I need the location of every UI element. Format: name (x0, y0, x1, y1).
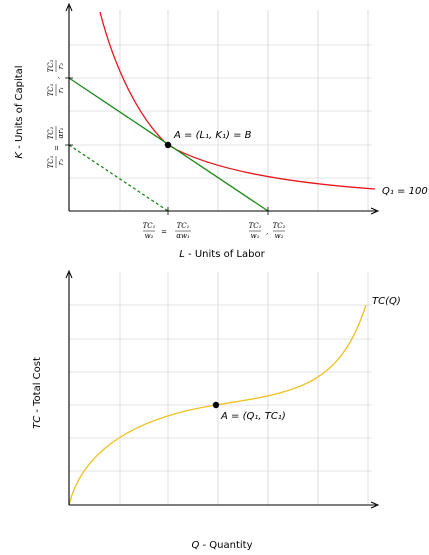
optimal-point (164, 141, 172, 149)
svg-text:TC₁: TC₁ (143, 222, 156, 230)
isoquant-label: Q₁ = 100 (382, 186, 428, 197)
bottom-y-arrow (65, 269, 73, 279)
svg-text:w₂: w₂ (275, 232, 284, 240)
bottom-chart: A = (Q₁, TC₁) TC(Q) Q - Quantity TC - To… (32, 269, 401, 551)
svg-text:=: = (161, 228, 167, 236)
svg-text:TC₂: TC₂ (47, 59, 55, 72)
isocost-line-dashed (68, 144, 169, 212)
y-tick-label-1: TC₁ r₁ , TC₂ r₂ (47, 59, 65, 96)
svg-text:TC₁: TC₁ (177, 222, 190, 230)
svg-text:TC₁: TC₁ (47, 126, 55, 139)
svg-text:r₂: r₂ (57, 63, 65, 69)
svg-text:αr₁: αr₁ (57, 127, 65, 138)
svg-text:TC₁: TC₁ (47, 155, 55, 168)
svg-text:TC₁: TC₁ (249, 222, 262, 230)
svg-text:TC₂: TC₂ (273, 222, 286, 230)
svg-text:TC₁: TC₁ (47, 83, 55, 96)
svg-text:r₂: r₂ (57, 159, 65, 165)
svg-text:w₁: w₁ (251, 232, 260, 240)
top-x-axis-label: L - Units of Labor (179, 249, 265, 260)
y-tick-label-2: TC₁ r₂ = TC₁ αr₁ (47, 126, 65, 168)
bottom-grid (69, 272, 372, 505)
top-chart: A = (L₁, K₁) = B Q₁ = 100 TC₁ w₂ = TC₁ α… (14, 2, 428, 260)
svg-text:r₁: r₁ (57, 87, 65, 93)
x-tick-label-1: TC₁ w₂ = TC₁ αw₁ (143, 222, 191, 240)
bottom-x-axis-label: Q - Quantity (191, 540, 252, 551)
top-y-axis-label: K - Units of Capital (14, 65, 25, 158)
optimal-point-label: A = (L₁, K₁) = B (173, 130, 252, 141)
top-y-arrow (65, 2, 73, 12)
isoquant-curve (99, 11, 376, 190)
svg-text:αw₁: αw₁ (176, 232, 190, 240)
bottom-x-arrow (370, 501, 380, 509)
svg-text:w₂: w₂ (145, 232, 154, 240)
svg-text:=: = (53, 145, 61, 151)
x-tick-label-2: TC₁ w₁ , TC₂ w₂ (249, 222, 286, 240)
total-cost-curve-label: TC(Q) (372, 296, 401, 307)
top-grid (69, 10, 372, 211)
svg-text:,: , (53, 77, 61, 79)
bottom-y-axis-label: TC - Total Cost (32, 357, 43, 429)
cost-point (212, 401, 220, 409)
top-x-arrow (370, 207, 380, 215)
svg-text:,: , (266, 228, 268, 236)
cost-point-label: A = (Q₁, TC₁) (220, 411, 286, 422)
